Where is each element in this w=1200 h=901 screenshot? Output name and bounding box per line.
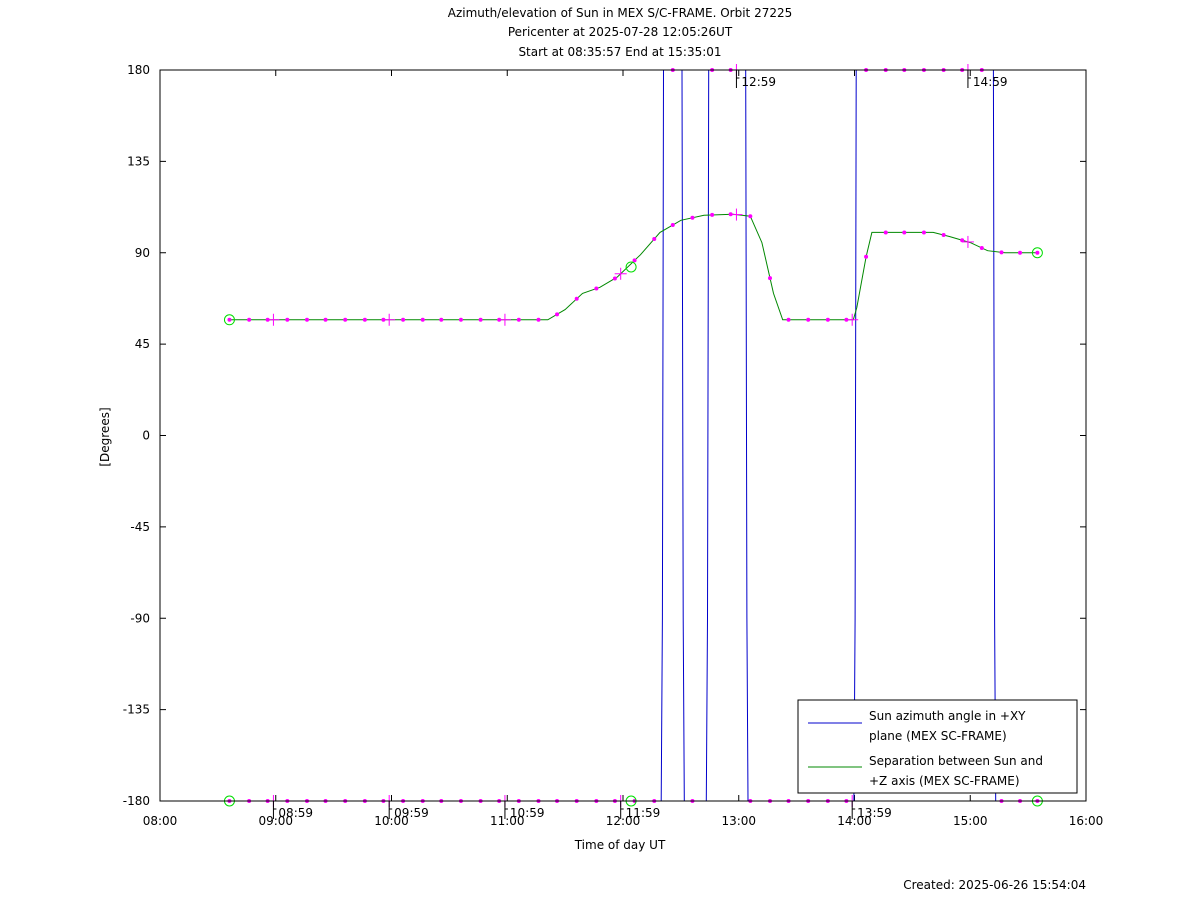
legend-box bbox=[797, 699, 1078, 794]
marker-dot-separation bbox=[439, 317, 444, 322]
y-tick-label: 90 bbox=[135, 246, 150, 260]
marker-dot-separation bbox=[632, 258, 637, 263]
series-line-azimuth bbox=[229, 69, 1038, 802]
marker-dot-separation bbox=[574, 296, 579, 301]
marker-dot-separation bbox=[536, 317, 541, 322]
marker-dot-separation bbox=[806, 317, 811, 322]
marker-dot-separation bbox=[401, 317, 406, 322]
y-tick-label: -90 bbox=[130, 611, 150, 625]
marker-dot-separation bbox=[999, 250, 1004, 255]
marker-dot-separation bbox=[323, 317, 328, 322]
y-tick-label: -180 bbox=[123, 794, 150, 808]
marker-dot-separation bbox=[748, 214, 753, 219]
y-tick-label: 180 bbox=[127, 63, 150, 77]
marker-dot-separation bbox=[305, 317, 310, 322]
marker-dot-separation bbox=[768, 276, 773, 281]
marker-dot-separation bbox=[710, 212, 715, 217]
marker-dot-separation bbox=[690, 215, 695, 220]
marker-dot-separation bbox=[247, 317, 252, 322]
marker-dot-separation bbox=[786, 317, 791, 322]
created-timestamp: Created: 2025-06-26 15:54:04 bbox=[903, 878, 1086, 892]
x-tick-label: 12:00 bbox=[606, 814, 641, 828]
marker-dot-separation bbox=[285, 317, 290, 322]
legend-label-separation-line-2: +Z axis (MEX SC-FRAME) bbox=[869, 774, 1020, 788]
series-markers bbox=[223, 64, 1043, 807]
marker-dot-separation bbox=[979, 246, 984, 251]
y-tick-label: 45 bbox=[135, 337, 150, 351]
axis-ticks bbox=[159, 69, 1087, 802]
marker-dot-separation bbox=[420, 317, 425, 322]
marker-dot-separation bbox=[612, 276, 617, 281]
circle-marker bbox=[625, 261, 637, 273]
circle-marker bbox=[1031, 247, 1043, 259]
marker-dot-separation bbox=[864, 254, 869, 259]
x-axis-tick-labels: 08:00 09:00 10:00 11:00 12:00 13:00 14:00 15:00… bbox=[143, 814, 1104, 828]
marker-dot-separation bbox=[227, 317, 232, 322]
marker-dot-separation bbox=[362, 317, 367, 322]
legend: Sun azimuth angle in +XY plane (MEX SC-F… bbox=[797, 699, 1078, 794]
plot-frame bbox=[159, 69, 1087, 802]
time-annotation-label: 14:59 bbox=[973, 75, 1008, 89]
x-axis-label: Time of day UT bbox=[574, 838, 666, 852]
y-tick-label: -135 bbox=[123, 703, 150, 717]
y-axis-label: [Degrees] bbox=[98, 407, 112, 466]
x-tick-label: 11:00 bbox=[490, 814, 525, 828]
chart-title-line-2: Pericenter at 2025-07-28 12:05:26UT bbox=[508, 25, 733, 39]
series-lines bbox=[229, 69, 1038, 802]
time-annotation-label: 11:59 bbox=[626, 806, 661, 820]
x-tick-label: 08:00 bbox=[143, 814, 178, 828]
x-tick-label: 16:00 bbox=[1069, 814, 1104, 828]
marker-dot-separation bbox=[941, 233, 946, 238]
marker-dot-separation bbox=[594, 286, 599, 291]
marker-dot-separation bbox=[670, 222, 675, 227]
marker-dot-separation bbox=[516, 317, 521, 322]
marker-dot-separation bbox=[343, 317, 348, 322]
y-axis-tick-labels: 180 135 90 45 0 -45 -90 -135 -180 bbox=[123, 63, 150, 808]
legend-label-azimuth-line-1: Sun azimuth angle in +XY bbox=[869, 709, 1026, 723]
marker-dot-separation bbox=[1018, 250, 1023, 255]
marker-dot-separation bbox=[458, 317, 463, 322]
y-tick-label: 0 bbox=[142, 429, 150, 443]
marker-dot-separation bbox=[921, 230, 926, 235]
y-tick-label: -45 bbox=[130, 520, 150, 534]
marker-dot-separation bbox=[960, 238, 965, 243]
time-annotations: 08:59 09:59 10:59 11:59 12:59 13:59 14:59 bbox=[272, 70, 1008, 820]
x-tick-label: 09:00 bbox=[258, 814, 293, 828]
x-tick-label: 14:00 bbox=[837, 814, 872, 828]
marker-dot-separation bbox=[555, 312, 560, 317]
marker-dot-separation bbox=[825, 317, 830, 322]
circle-marker bbox=[223, 314, 235, 326]
marker-dot-separation bbox=[652, 237, 657, 242]
y-tick-label: 135 bbox=[127, 154, 150, 168]
time-annotation-label: 09:59 bbox=[394, 806, 429, 820]
time-annotation-label: 08:59 bbox=[278, 806, 313, 820]
marker-dot-separation bbox=[1035, 250, 1040, 255]
legend-label-azimuth-line-2: plane (MEX SC-FRAME) bbox=[869, 729, 1007, 743]
marker-dot-separation bbox=[478, 317, 483, 322]
time-annotation-label: 10:59 bbox=[510, 806, 545, 820]
chart-title: Azimuth/elevation of Sun in MEX S/C-FRAM… bbox=[448, 6, 793, 59]
marker-dot-separation bbox=[883, 230, 888, 235]
x-tick-label: 15:00 bbox=[953, 814, 988, 828]
legend-label-separation-line-1: Separation between Sun and bbox=[869, 754, 1043, 768]
time-annotation-label: 13:59 bbox=[857, 806, 892, 820]
series-line-separation bbox=[229, 213, 1038, 321]
marker-dot-separation bbox=[902, 230, 907, 235]
chart-title-line-1: Azimuth/elevation of Sun in MEX S/C-FRAM… bbox=[448, 6, 793, 20]
time-annotation-label: 12:59 bbox=[741, 75, 776, 89]
chart-title-line-3: Start at 08:35:57 End at 15:35:01 bbox=[518, 45, 721, 59]
x-tick-label: 13:00 bbox=[721, 814, 756, 828]
x-tick-label: 10:00 bbox=[374, 814, 409, 828]
